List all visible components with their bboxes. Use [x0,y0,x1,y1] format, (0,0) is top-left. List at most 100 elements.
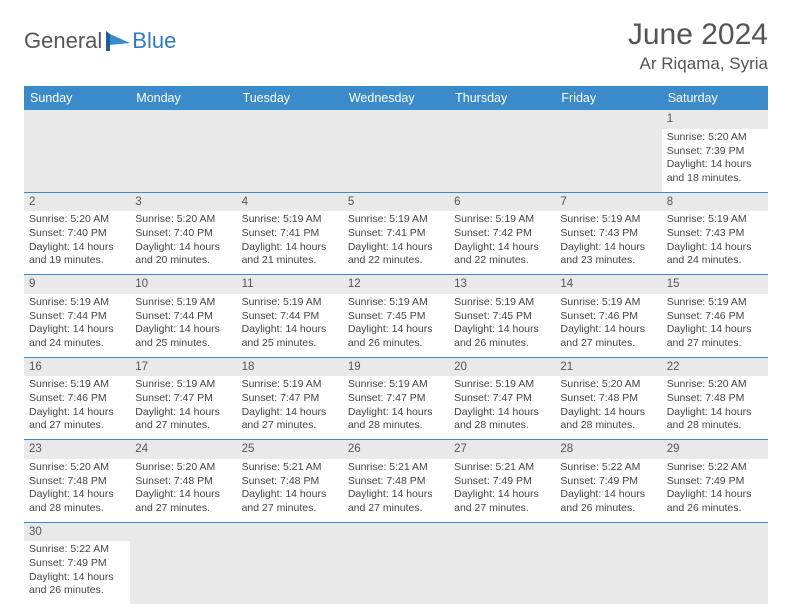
sunset-text: Sunset: 7:44 PM [242,310,338,324]
sunset-text: Sunset: 7:48 PM [348,475,444,489]
day-number: 22 [662,358,768,377]
sunrise-text: Sunrise: 5:20 AM [560,378,656,392]
flag-icon [106,31,130,51]
sunset-text: Sunset: 7:39 PM [667,145,763,159]
sunset-text: Sunset: 7:43 PM [560,227,656,241]
sunset-text: Sunset: 7:47 PM [454,392,550,406]
sunset-text: Sunset: 7:46 PM [667,310,763,324]
calendar-cell: 21Sunrise: 5:20 AMSunset: 7:48 PMDayligh… [555,357,661,440]
calendar-header-row: SundayMondayTuesdayWednesdayThursdayFrid… [24,86,768,110]
calendar-cell: 11Sunrise: 5:19 AMSunset: 7:44 PMDayligh… [237,275,343,358]
sunrise-text: Sunrise: 5:21 AM [242,461,338,475]
sunrise-text: Sunrise: 5:21 AM [454,461,550,475]
calendar-cell: 28Sunrise: 5:22 AMSunset: 7:49 PMDayligh… [555,440,661,523]
sunrise-text: Sunrise: 5:19 AM [29,378,125,392]
daylight-text: Daylight: 14 hours and 25 minutes. [135,323,231,350]
calendar-cell [449,110,555,192]
sunset-text: Sunset: 7:46 PM [29,392,125,406]
day-number: 6 [449,193,555,212]
day-number: 17 [130,358,236,377]
day-number: 20 [449,358,555,377]
sunrise-text: Sunrise: 5:22 AM [560,461,656,475]
day-number: 29 [662,440,768,459]
sunrise-text: Sunrise: 5:19 AM [560,213,656,227]
daylight-text: Daylight: 14 hours and 24 minutes. [29,323,125,350]
daylight-text: Daylight: 14 hours and 27 minutes. [667,323,763,350]
calendar-cell: 16Sunrise: 5:19 AMSunset: 7:46 PMDayligh… [24,357,130,440]
daylight-text: Daylight: 14 hours and 22 minutes. [348,241,444,268]
brand-text-blue: Blue [132,28,176,54]
day-number: 24 [130,440,236,459]
sunrise-text: Sunrise: 5:19 AM [135,296,231,310]
sunrise-text: Sunrise: 5:20 AM [135,461,231,475]
calendar-cell [237,522,343,604]
calendar-cell: 22Sunrise: 5:20 AMSunset: 7:48 PMDayligh… [662,357,768,440]
daylight-text: Daylight: 14 hours and 18 minutes. [667,158,763,185]
calendar-cell: 18Sunrise: 5:19 AMSunset: 7:47 PMDayligh… [237,357,343,440]
calendar-cell [343,110,449,192]
calendar-cell: 2Sunrise: 5:20 AMSunset: 7:40 PMDaylight… [24,192,130,275]
calendar-row: 16Sunrise: 5:19 AMSunset: 7:46 PMDayligh… [24,357,768,440]
calendar-body: 1Sunrise: 5:20 AMSunset: 7:39 PMDaylight… [24,110,768,604]
calendar-cell [555,522,661,604]
calendar-cell: 23Sunrise: 5:20 AMSunset: 7:48 PMDayligh… [24,440,130,523]
weekday-header: Thursday [449,86,555,110]
daylight-text: Daylight: 14 hours and 28 minutes. [667,406,763,433]
month-title: June 2024 [628,18,768,52]
daylight-text: Daylight: 14 hours and 27 minutes. [348,488,444,515]
sunset-text: Sunset: 7:44 PM [135,310,231,324]
day-number: 1 [662,110,768,129]
sunset-text: Sunset: 7:49 PM [667,475,763,489]
sunrise-text: Sunrise: 5:19 AM [667,213,763,227]
day-number: 9 [24,275,130,294]
daylight-text: Daylight: 14 hours and 22 minutes. [454,241,550,268]
day-number: 11 [237,275,343,294]
sunrise-text: Sunrise: 5:19 AM [348,378,444,392]
calendar-cell: 29 Sunrise: 5:22 AMSunset: 7:49 PMDayligh… [662,440,768,523]
sunrise-text: Sunrise: 5:20 AM [667,378,763,392]
day-number: 7 [555,193,661,212]
calendar-row: 23Sunrise: 5:20 AMSunset: 7:48 PMDayligh… [24,440,768,523]
daylight-text: Daylight: 14 hours and 19 minutes. [29,241,125,268]
day-number: 8 [662,193,768,212]
sunrise-text: Sunrise: 5:19 AM [560,296,656,310]
daylight-text: Daylight: 14 hours and 26 minutes. [348,323,444,350]
daylight-text: Daylight: 14 hours and 27 minutes. [135,406,231,433]
sunset-text: Sunset: 7:43 PM [667,227,763,241]
daylight-text: Daylight: 14 hours and 26 minutes. [667,488,763,515]
calendar-cell: 5Sunrise: 5:19 AMSunset: 7:41 PMDaylight… [343,192,449,275]
calendar-row: 9Sunrise: 5:19 AMSunset: 7:44 PMDaylight… [24,275,768,358]
calendar-table: SundayMondayTuesdayWednesdayThursdayFrid… [24,86,768,604]
sunrise-text: Sunrise: 5:19 AM [242,378,338,392]
weekday-header: Friday [555,86,661,110]
header: General Blue June 2024 Ar Riqama, Syria [24,18,768,74]
weekday-header: Wednesday [343,86,449,110]
weekday-header: Saturday [662,86,768,110]
daylight-text: Daylight: 14 hours and 28 minutes. [348,406,444,433]
calendar-cell [130,110,236,192]
calendar-cell: 14Sunrise: 5:19 AMSunset: 7:46 PMDayligh… [555,275,661,358]
calendar-cell: 17Sunrise: 5:19 AMSunset: 7:47 PMDayligh… [130,357,236,440]
sunrise-text: Sunrise: 5:22 AM [667,461,763,475]
sunset-text: Sunset: 7:48 PM [560,392,656,406]
calendar-cell: 26Sunrise: 5:21 AMSunset: 7:48 PMDayligh… [343,440,449,523]
daylight-text: Daylight: 14 hours and 23 minutes. [560,241,656,268]
calendar-cell [662,522,768,604]
sunset-text: Sunset: 7:42 PM [454,227,550,241]
sunset-text: Sunset: 7:47 PM [135,392,231,406]
day-number: 28 [555,440,661,459]
sunset-text: Sunset: 7:45 PM [454,310,550,324]
brand-logo: General Blue [24,28,176,54]
calendar-cell: 7Sunrise: 5:19 AMSunset: 7:43 PMDaylight… [555,192,661,275]
calendar-cell [449,522,555,604]
daylight-text: Daylight: 14 hours and 25 minutes. [242,323,338,350]
sunrise-text: Sunrise: 5:22 AM [29,543,125,557]
daylight-text: Daylight: 14 hours and 28 minutes. [560,406,656,433]
sunrise-text: Sunrise: 5:19 AM [29,296,125,310]
calendar-cell: 19Sunrise: 5:19 AMSunset: 7:47 PMDayligh… [343,357,449,440]
sunrise-text: Sunrise: 5:21 AM [348,461,444,475]
sunset-text: Sunset: 7:40 PM [29,227,125,241]
brand-text-general: General [24,28,102,54]
weekday-header: Sunday [24,86,130,110]
calendar-cell: 20Sunrise: 5:19 AMSunset: 7:47 PMDayligh… [449,357,555,440]
